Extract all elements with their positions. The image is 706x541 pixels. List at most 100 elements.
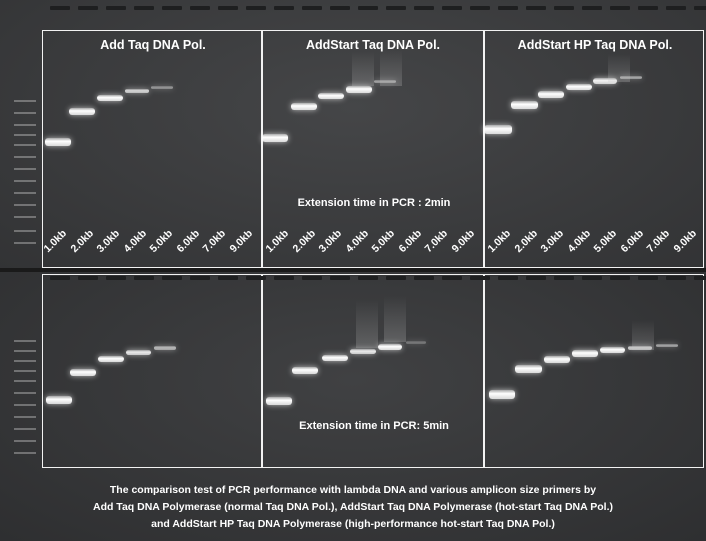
gel-well-top [274, 6, 294, 10]
gel-well-bottom [386, 276, 406, 280]
gel-well-bottom [498, 276, 518, 280]
gel-well-top [302, 6, 322, 10]
ladder-band [14, 204, 36, 206]
dna-band [374, 80, 396, 83]
gel-well-bottom [78, 276, 98, 280]
gel-well-bottom [330, 276, 350, 280]
dna-band [620, 76, 642, 79]
ladder-band [14, 134, 36, 136]
gel-well-bottom [442, 276, 462, 280]
gel-well-bottom [638, 276, 658, 280]
ladder-band [14, 124, 36, 126]
panel-title-addstart-taq: AddStart Taq DNA Pol. [305, 38, 441, 52]
gel-well-top [50, 6, 70, 10]
panel-addstart-taq-bottom [262, 274, 484, 468]
dna-smear [632, 320, 654, 350]
gel-well-bottom [274, 276, 294, 280]
gel-well-bottom [302, 276, 322, 280]
ladder-band [14, 168, 36, 170]
ladder-band [14, 360, 36, 362]
gel-image-bottom [0, 272, 706, 541]
dna-band [97, 95, 123, 101]
panel-addstart-taq-top [262, 30, 484, 268]
gel-well-top [610, 6, 630, 10]
dna-band [151, 86, 173, 89]
ladder-band [14, 100, 36, 102]
dna-band [318, 93, 344, 99]
ladder-band [14, 230, 36, 232]
gel-well-bottom [582, 276, 602, 280]
panel-add-taq-top [42, 30, 262, 268]
gel-well-bottom [246, 276, 266, 280]
ladder-band [14, 156, 36, 158]
gel-well-top [414, 6, 434, 10]
ladder-band [14, 428, 36, 430]
gel-well-bottom [414, 276, 434, 280]
dna-band [70, 369, 96, 376]
ladder-band [14, 112, 36, 114]
gel-well-top [190, 6, 210, 10]
gel-well-top [526, 6, 546, 10]
ladder-band [14, 404, 36, 406]
caption-line-1: The comparison test of PCR performance w… [109, 484, 597, 496]
dna-smear [356, 300, 378, 348]
dna-band [628, 346, 652, 350]
ladder-band [14, 216, 36, 218]
ladder-band [14, 416, 36, 418]
gel-well-bottom [358, 276, 378, 280]
gel-image-top [0, 0, 706, 268]
caption-line-3: and AddStart HP Taq DNA Polymerase (high… [151, 518, 555, 530]
extension-time-bottom: Extension time in PCR: 5min [299, 420, 449, 432]
gel-well-top [134, 6, 154, 10]
dna-band [572, 350, 598, 357]
gel-well-bottom [666, 276, 686, 280]
gel-well-top [246, 6, 266, 10]
dna-band [600, 347, 625, 353]
gel-well-top [582, 6, 602, 10]
dna-band [262, 134, 288, 142]
gel-well-top [554, 6, 574, 10]
dna-band [484, 125, 512, 134]
dna-band [538, 91, 564, 98]
gel-well-top [470, 6, 490, 10]
dna-band [346, 86, 372, 93]
dna-band [544, 356, 570, 363]
ladder-band [14, 440, 36, 442]
dna-smear [608, 54, 630, 82]
dna-band [350, 349, 376, 354]
ladder-band [14, 180, 36, 182]
gel-well-top [666, 6, 686, 10]
dna-band [69, 108, 95, 115]
dna-band [45, 138, 71, 146]
dna-smear [384, 296, 406, 342]
gel-well-top [162, 6, 182, 10]
gel-well-bottom [50, 276, 70, 280]
ladder-band [14, 370, 36, 372]
dna-band [46, 396, 72, 404]
dna-band [656, 344, 678, 347]
gel-well-bottom [218, 276, 238, 280]
dna-band [511, 101, 538, 109]
figure-caption: The comparison test of PCR performance w… [0, 482, 706, 533]
gel-well-top [218, 6, 238, 10]
dna-band [154, 346, 176, 350]
dna-smear [380, 50, 402, 86]
ladder-band [14, 380, 36, 382]
caption-line-2: Add Taq DNA Polymerase (normal Taq DNA P… [92, 501, 613, 513]
ladder-band [14, 340, 36, 342]
dna-band [593, 78, 617, 84]
dna-band [378, 344, 402, 350]
gel-well-top [358, 6, 378, 10]
dna-band [98, 356, 124, 362]
gel-well-bottom [106, 276, 126, 280]
gel-well-top [330, 6, 350, 10]
dna-band [515, 365, 542, 373]
dna-band [566, 84, 592, 90]
gel-well-top [442, 6, 462, 10]
panel-addstart-hp-taq-top [484, 30, 704, 268]
dna-band [291, 103, 317, 110]
gel-well-bottom [610, 276, 630, 280]
panel-title-addstart-hp-taq: AddStart HP Taq DNA Pol. [517, 38, 673, 52]
gel-well-top [386, 6, 406, 10]
gel-well-top [78, 6, 98, 10]
